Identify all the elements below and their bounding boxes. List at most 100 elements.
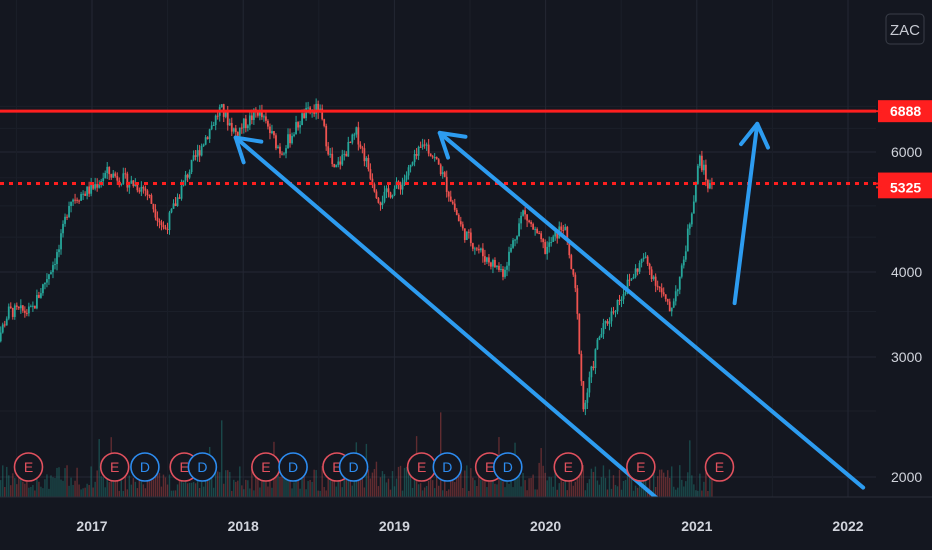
volume-bar xyxy=(58,467,60,497)
volume-bar xyxy=(701,490,703,497)
earnings-marker[interactable]: E xyxy=(704,452,735,482)
volume-bar xyxy=(317,490,319,497)
badge-value: 5325 xyxy=(890,179,921,195)
candle-body xyxy=(343,153,346,155)
candle-body xyxy=(686,228,689,252)
candle-body xyxy=(341,154,344,165)
dividend-marker[interactable]: D xyxy=(432,452,463,482)
volume-bar xyxy=(150,479,153,497)
volume-bar xyxy=(92,487,94,497)
volume-bar xyxy=(66,465,68,497)
earnings-marker[interactable]: E xyxy=(553,452,584,482)
volume-bar xyxy=(494,483,496,497)
candle-body xyxy=(395,181,398,189)
volume-bar xyxy=(421,490,424,497)
volume-bar xyxy=(277,471,279,497)
candle-body xyxy=(387,188,390,193)
candle-body xyxy=(216,115,219,117)
candle-body xyxy=(542,239,545,243)
candle-body xyxy=(696,165,699,184)
earnings-marker[interactable]: E xyxy=(626,452,656,482)
volume-bar xyxy=(160,486,163,497)
candle-body xyxy=(496,265,498,268)
volume-bar xyxy=(685,481,687,497)
candle-body xyxy=(389,192,392,198)
candle-body xyxy=(269,126,271,134)
dividend-marker[interactable]: D xyxy=(338,452,369,482)
volume-bar xyxy=(6,466,8,497)
candle-body xyxy=(622,294,625,300)
candle-body xyxy=(134,184,137,187)
candle-body xyxy=(287,134,289,149)
candle-body xyxy=(471,243,474,249)
volume-bar xyxy=(152,479,155,497)
candle-body xyxy=(234,128,237,133)
candle-body xyxy=(544,242,547,254)
volume-bar xyxy=(628,472,631,497)
volume-bar xyxy=(385,482,388,497)
dividend-marker[interactable]: D xyxy=(278,452,308,482)
candle-body xyxy=(42,284,44,294)
dividend-marker[interactable]: D xyxy=(492,452,523,482)
volume-bar xyxy=(44,479,46,497)
volume-bar xyxy=(606,489,609,497)
volume-bar xyxy=(472,477,474,497)
marker-label: E xyxy=(485,459,494,475)
volume-bar xyxy=(142,484,145,497)
candle-body xyxy=(508,251,510,266)
earnings-marker[interactable]: E xyxy=(13,452,44,482)
volume-bar xyxy=(351,485,354,497)
earnings-marker[interactable]: E xyxy=(251,452,281,482)
candle-body xyxy=(102,178,105,182)
volume-bar xyxy=(243,489,245,497)
candle-body xyxy=(9,306,12,309)
candle-body xyxy=(401,182,404,190)
candle-body xyxy=(361,147,364,149)
candle-body xyxy=(594,349,597,369)
candle-body xyxy=(86,186,89,196)
volume-bar xyxy=(239,466,241,497)
candle-body xyxy=(486,257,488,262)
volume-bar xyxy=(468,490,470,497)
volume-bar xyxy=(470,468,472,497)
volume-bar xyxy=(335,486,337,497)
volume-bar xyxy=(667,470,669,497)
volume-bar xyxy=(669,477,671,497)
candle-body xyxy=(11,308,14,317)
volume-bar xyxy=(644,465,647,497)
candle-body xyxy=(136,184,139,191)
candle-body xyxy=(285,148,287,154)
candle-body xyxy=(347,142,350,157)
volume-bar xyxy=(144,488,147,497)
time-axis: 2017 2018 2019 2020 2021 2022 xyxy=(0,496,932,550)
candle-body xyxy=(488,257,490,263)
candle-body xyxy=(642,257,645,260)
volume-bar xyxy=(707,490,709,497)
marker-circle xyxy=(553,452,584,482)
candle-body xyxy=(256,111,259,116)
candle-body xyxy=(624,292,627,295)
symbol-box[interactable]: ZAC xyxy=(885,13,925,45)
candle-body xyxy=(576,288,579,314)
volume-bar xyxy=(16,484,18,497)
volume-bar xyxy=(168,474,171,497)
candle-body xyxy=(295,122,297,135)
candle-body xyxy=(429,153,432,157)
volume-bar xyxy=(237,480,239,497)
candle-body xyxy=(21,305,24,311)
volume-bar xyxy=(602,465,605,497)
volume-bar xyxy=(524,480,526,497)
candle-body xyxy=(674,291,677,302)
volume-bar xyxy=(140,481,143,497)
candle-body xyxy=(614,311,617,313)
dividend-marker[interactable]: D xyxy=(187,452,218,482)
candle-body xyxy=(520,215,522,224)
dividend-marker[interactable]: D xyxy=(130,452,160,482)
candle-body xyxy=(50,272,52,275)
volume-bar xyxy=(411,487,414,497)
earnings-marker[interactable]: E xyxy=(406,452,437,482)
volume-bar xyxy=(281,474,283,497)
earnings-marker[interactable]: E xyxy=(99,452,130,482)
volume-bar xyxy=(337,468,339,497)
